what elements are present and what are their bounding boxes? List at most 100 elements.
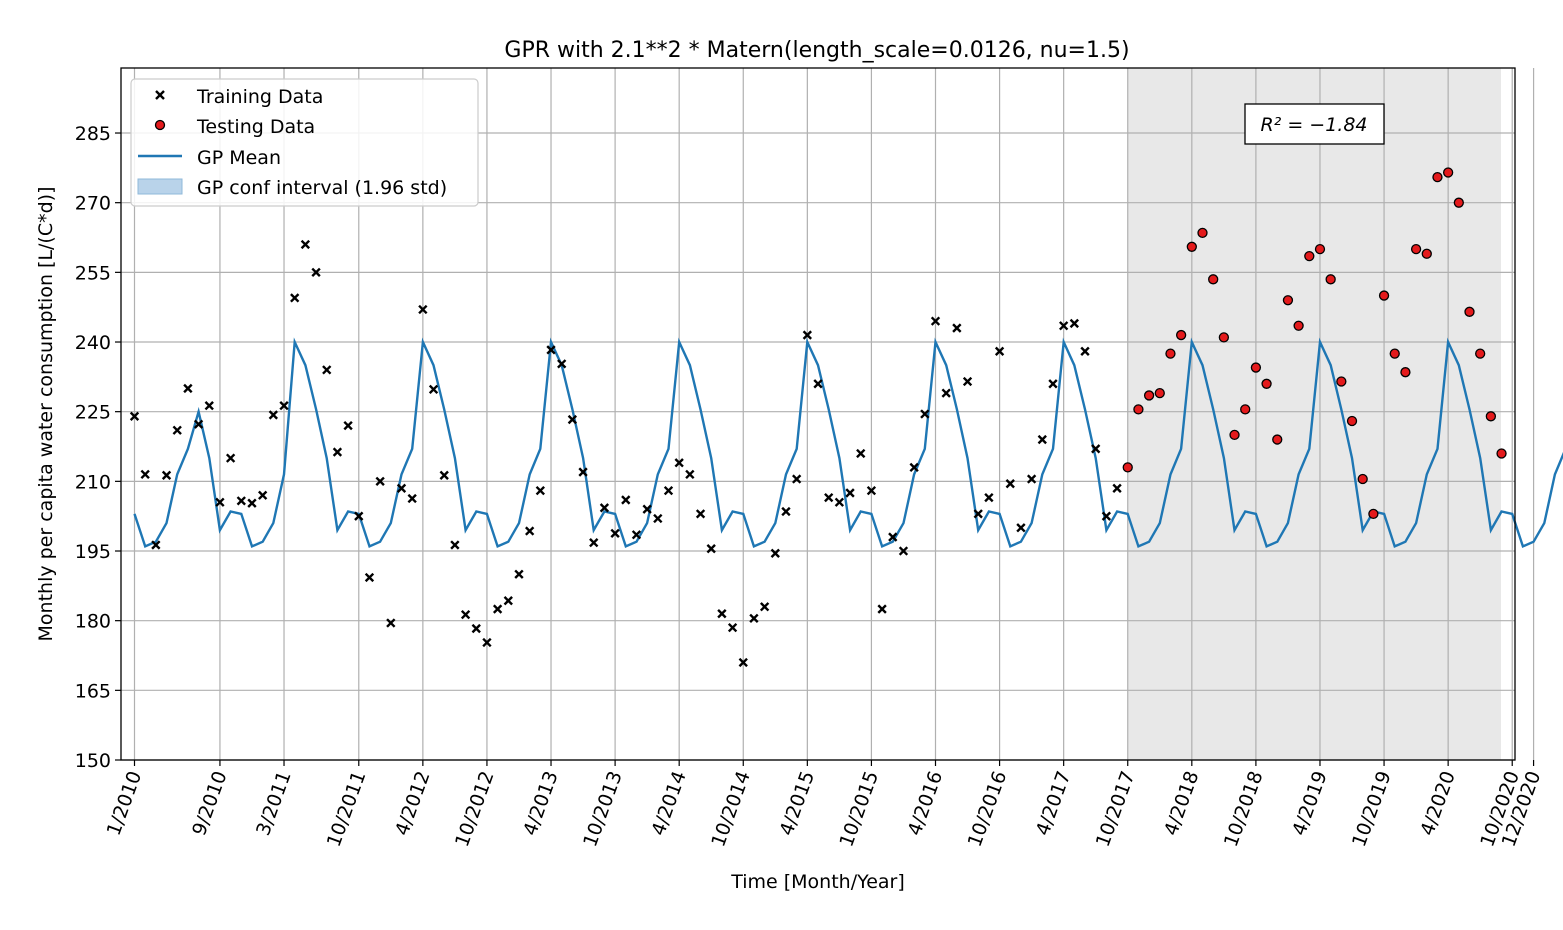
training-point <box>1091 444 1101 454</box>
training-point <box>1026 474 1037 484</box>
training-point <box>482 637 492 648</box>
legend-marker-training <box>155 90 165 100</box>
training-point <box>706 544 716 554</box>
training-point <box>1069 318 1079 329</box>
training-point <box>642 504 652 514</box>
training-point <box>140 469 150 480</box>
training-point <box>599 503 610 513</box>
training-point <box>952 323 962 333</box>
training-point <box>856 448 866 459</box>
y-tick-label: 255 <box>75 262 111 284</box>
training-point <box>631 530 642 540</box>
training-point <box>909 462 919 473</box>
training-point <box>930 316 941 326</box>
training-point <box>738 657 748 668</box>
testing-point <box>1346 415 1358 427</box>
y-tick-label: 225 <box>75 402 111 424</box>
training-point <box>557 359 567 369</box>
training-point <box>183 383 193 394</box>
testing-point <box>1197 227 1208 239</box>
training-point <box>215 497 225 507</box>
x-tick-label: 10/2012 <box>451 768 499 850</box>
training-point <box>268 410 278 420</box>
testing-point <box>1336 376 1347 387</box>
testing-point <box>1485 411 1497 422</box>
training-point <box>578 467 588 477</box>
testing-point <box>1175 329 1187 341</box>
training-point <box>300 239 311 250</box>
training-point <box>984 492 994 503</box>
training-point <box>546 345 556 355</box>
testing-point <box>1186 241 1197 252</box>
testing-point <box>1442 167 1454 178</box>
training-point <box>161 470 172 480</box>
training-point <box>386 618 396 628</box>
y-axis-label: Monthly per capita water consumption [L/… <box>35 187 57 642</box>
y-tick-label: 240 <box>75 332 111 354</box>
training-point <box>567 414 578 425</box>
testing-point <box>1122 462 1133 473</box>
training-point <box>450 540 460 550</box>
training-point <box>129 411 140 421</box>
training-point <box>279 400 289 411</box>
training-point <box>824 492 834 503</box>
y-tick-label: 270 <box>75 193 111 215</box>
training-point <box>973 509 983 519</box>
training-point <box>920 409 930 419</box>
testing-point <box>1453 197 1464 208</box>
y-tick-label: 150 <box>75 750 111 772</box>
training-point <box>535 485 545 496</box>
x-tick-label: 10/2013 <box>579 768 627 850</box>
x-tick-label: 1/2010 <box>103 768 147 838</box>
training-point <box>994 346 1005 356</box>
testing-point <box>1357 473 1368 485</box>
testing-point <box>1143 390 1155 401</box>
training-point <box>503 596 513 606</box>
x-tick-label: 4/2015 <box>776 768 820 838</box>
x-tick-label: 10/2016 <box>964 768 1012 850</box>
training-point <box>685 469 695 480</box>
test-region <box>1128 68 1501 760</box>
x-tick-label: 4/2012 <box>391 768 435 838</box>
training-point <box>396 483 407 493</box>
testing-point <box>1325 274 1336 285</box>
y-tick-label: 195 <box>75 541 111 563</box>
training-point <box>1101 511 1112 521</box>
testing-point <box>1154 387 1165 399</box>
training-point <box>866 485 877 496</box>
training-point <box>888 532 898 542</box>
training-point <box>492 604 503 614</box>
training-point <box>407 493 417 504</box>
x-tick-label: 4/2019 <box>1288 768 1332 838</box>
x-tick-label: 10/2011 <box>323 768 371 850</box>
y-ticks: 150 165 180 195 210 225 240 255 270 285 <box>75 123 121 772</box>
testing-point <box>1293 320 1304 331</box>
y-tick-label: 210 <box>75 471 111 493</box>
testing-point <box>1304 250 1315 262</box>
x-tick-label: 10/2018 <box>1220 768 1268 850</box>
training-point <box>1059 321 1069 331</box>
legend-box <box>130 78 479 207</box>
x-tick-label: 10/2019 <box>1348 768 1396 850</box>
training-point <box>332 447 343 457</box>
training-point <box>236 496 246 506</box>
training-point <box>525 526 535 536</box>
legend-label-training: Training Data <box>196 86 323 108</box>
training-point <box>589 537 599 548</box>
training-point <box>343 420 353 431</box>
legend-label-gp-conf: GP conf interval (1.96 std) <box>197 177 447 199</box>
training-point <box>759 602 770 612</box>
x-tick-label: 4/2016 <box>904 768 948 838</box>
training-point <box>172 425 182 435</box>
testing-point <box>1314 243 1326 255</box>
training-point <box>877 604 887 614</box>
testing-point <box>1250 362 1262 373</box>
legend-marker-gp-conf <box>137 178 183 195</box>
testing-point <box>1378 290 1390 301</box>
training-point <box>439 470 449 480</box>
x-tick-label: 3/2011 <box>252 768 296 838</box>
training-point <box>418 304 428 315</box>
training-point <box>941 388 951 398</box>
testing-point <box>1410 243 1422 255</box>
chart-title: GPR with 2.1**2 * Matern(length_scale=0.… <box>504 38 1129 63</box>
